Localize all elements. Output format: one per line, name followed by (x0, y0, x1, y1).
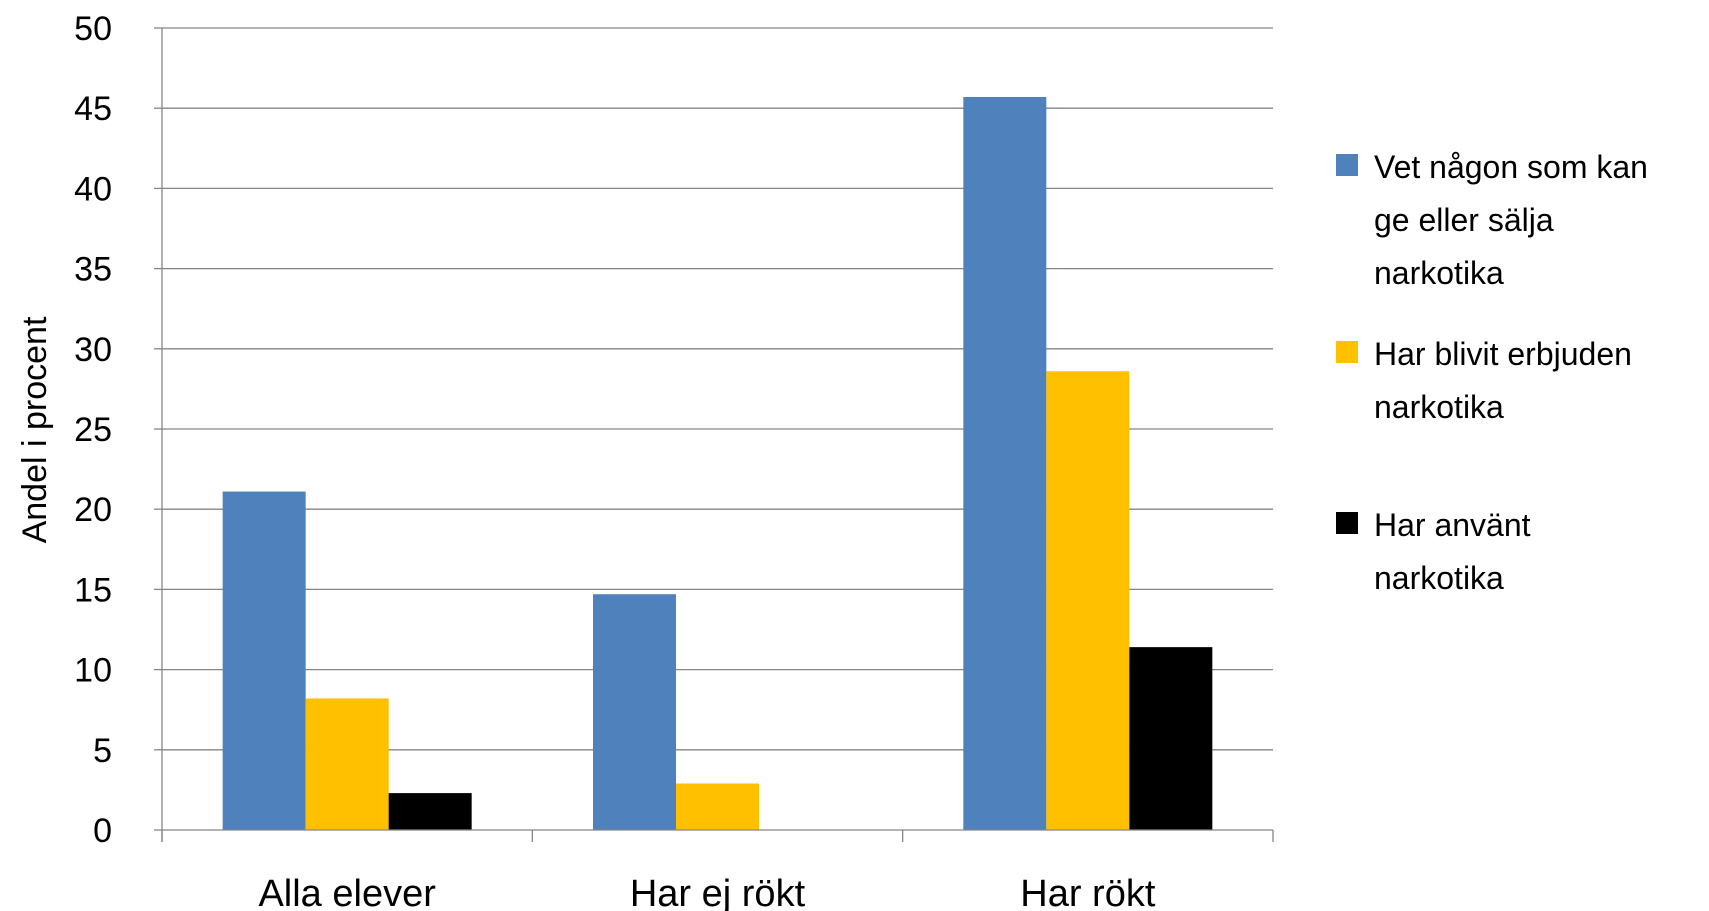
bar (1046, 371, 1130, 830)
legend-label: Vet någon som kan (1374, 149, 1648, 185)
y-axis-title: Andel i procent (16, 316, 54, 543)
x-category-label: Alla elever (258, 873, 436, 911)
bar (676, 783, 759, 830)
y-tick-label: 40 (74, 170, 112, 208)
x-category-label: Har rökt (1020, 873, 1156, 911)
legend-swatch (1336, 341, 1358, 363)
legend-label: Har använt (1374, 507, 1531, 543)
y-tick-label: 50 (74, 10, 112, 48)
bar (305, 698, 389, 830)
x-category-label: Har ej rökt (630, 873, 806, 911)
y-tick-label: 45 (74, 90, 112, 128)
y-tick-label: 0 (93, 812, 112, 850)
legend-swatch (1336, 512, 1358, 534)
legend-label: narkotika (1374, 389, 1504, 425)
legend-label: narkotika (1374, 560, 1504, 596)
y-tick-label: 25 (74, 411, 112, 449)
bar (963, 96, 1047, 831)
y-tick-label: 10 (74, 652, 112, 690)
legend: Vet någon som kan ge eller sälja narkotika… (1336, 149, 1648, 596)
y-tick-label: 30 (74, 331, 112, 369)
y-tick-label: 20 (74, 491, 112, 529)
bar (222, 491, 306, 830)
y-tick-labels: 0 5 10 15 20 25 30 35 40 45 50 (74, 10, 112, 850)
legend-swatch (1336, 154, 1358, 176)
y-tick-label: 15 (74, 571, 112, 609)
bar (1129, 647, 1213, 830)
bar (388, 793, 472, 830)
axes (161, 28, 1274, 842)
legend-label: narkotika (1374, 255, 1504, 291)
legend-label: ge eller sälja (1374, 202, 1554, 238)
bars (222, 96, 1213, 831)
y-tick-label: 5 (93, 732, 112, 770)
legend-label: Har blivit erbjuden (1374, 336, 1632, 372)
bar (593, 594, 676, 830)
x-category-labels: Alla elever Har ej rökt Har rökt (258, 873, 1155, 911)
y-tick-label: 35 (74, 251, 112, 289)
